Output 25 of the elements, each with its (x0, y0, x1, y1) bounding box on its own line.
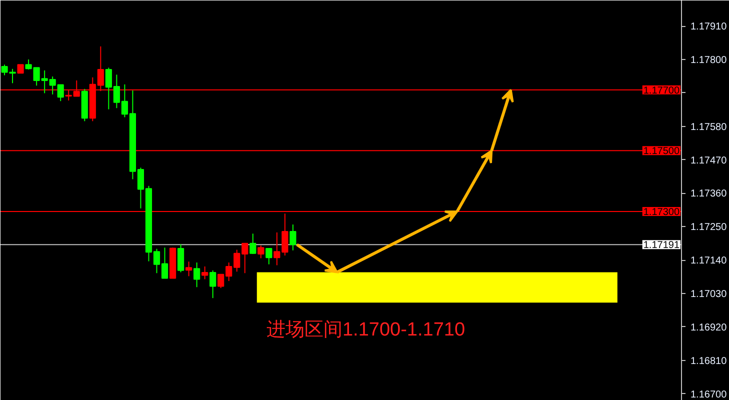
ref-line-label: 1.17500 (643, 146, 680, 158)
candlestick (177, 244, 184, 273)
y-tick-label: 1.17030 (690, 289, 728, 300)
y-tick-label: 1.17910 (690, 22, 728, 33)
candlestick (258, 244, 264, 259)
candlestick (201, 266, 208, 280)
y-tick-label: 1.16810 (690, 356, 728, 367)
candlestick (290, 224, 296, 251)
y-tick-label: 1.17360 (690, 188, 728, 200)
candlestick (210, 270, 216, 299)
y-tick-label: 1.16920 (690, 322, 728, 334)
y-tick-label: 1.17250 (690, 222, 728, 234)
candlestick (266, 248, 272, 265)
y-tick-label: 1.16700 (690, 389, 728, 400)
y-tick-label: 1.17140 (690, 256, 728, 267)
ref-line-label: 1.17700 (643, 85, 680, 96)
y-tick-label: 1.17470 (690, 155, 728, 166)
ref-line-label: 1.17191 (643, 240, 680, 252)
candlestick (250, 233, 256, 254)
y-tick-label: 1.17800 (690, 54, 728, 66)
candlestick (193, 262, 200, 288)
band-label: 进场区间1.1700-1.1710 (266, 320, 466, 341)
y-tick-label: 1.17580 (690, 122, 728, 133)
candlestick (185, 261, 192, 277)
ref-line-label: 1.17300 (643, 206, 680, 218)
